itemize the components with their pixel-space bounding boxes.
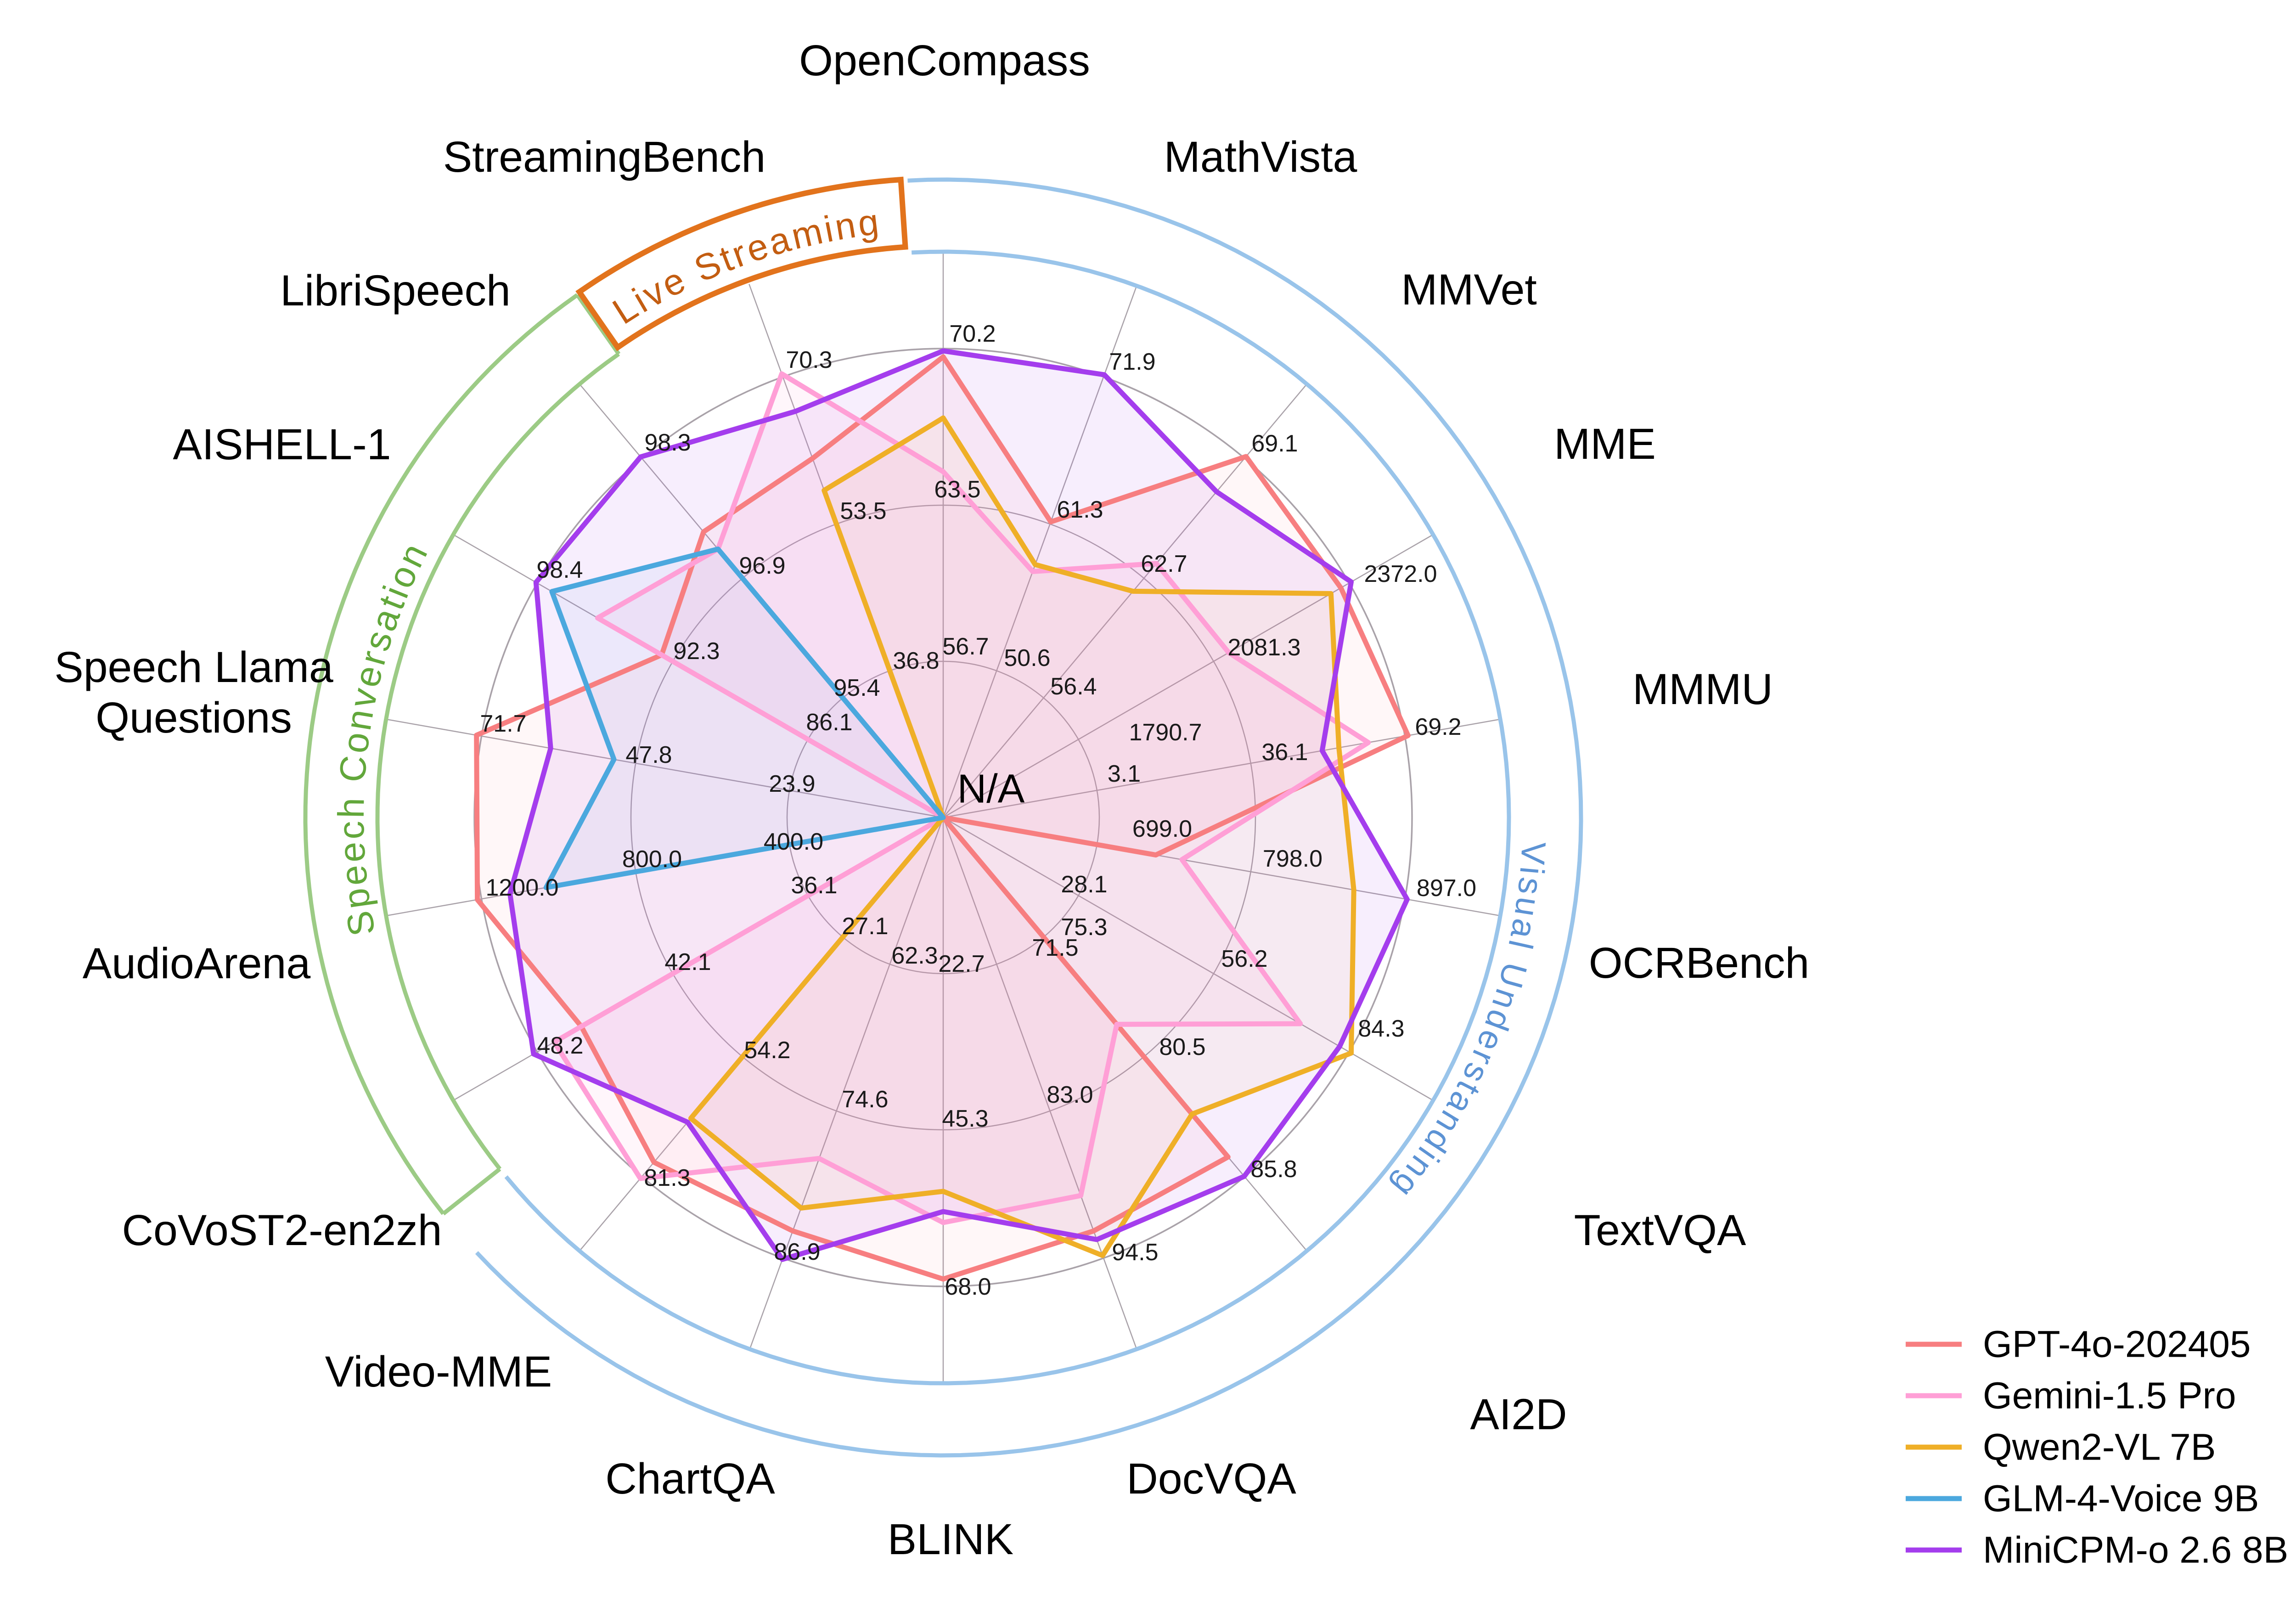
svg-text:86.1: 86.1 xyxy=(806,709,852,736)
svg-text:81.3: 81.3 xyxy=(644,1165,690,1191)
svg-text:2372.0: 2372.0 xyxy=(1364,561,1437,587)
svg-text:98.3: 98.3 xyxy=(644,429,691,456)
svg-text:36.1: 36.1 xyxy=(791,872,837,899)
svg-text:62.3: 62.3 xyxy=(891,942,938,969)
svg-text:Video-MME: Video-MME xyxy=(325,1347,552,1396)
svg-text:98.4: 98.4 xyxy=(536,557,583,583)
svg-text:62.7: 62.7 xyxy=(1141,551,1187,577)
svg-text:85.8: 85.8 xyxy=(1250,1156,1297,1183)
svg-text:DocVQA: DocVQA xyxy=(1126,1454,1296,1503)
svg-text:69.1: 69.1 xyxy=(1251,430,1298,457)
svg-text:GLM-4-Voice 9B: GLM-4-Voice 9B xyxy=(1983,1478,2259,1520)
svg-text:GPT-4o-202405: GPT-4o-202405 xyxy=(1983,1324,2251,1365)
svg-text:897.0: 897.0 xyxy=(1417,875,1476,902)
svg-text:86.9: 86.9 xyxy=(774,1239,820,1265)
svg-text:798.0: 798.0 xyxy=(1263,846,1322,872)
svg-text:800.0: 800.0 xyxy=(622,846,682,873)
svg-text:80.5: 80.5 xyxy=(1159,1034,1205,1060)
svg-text:Questions: Questions xyxy=(96,693,292,742)
svg-text:28.1: 28.1 xyxy=(1061,871,1107,898)
svg-text:68.0: 68.0 xyxy=(945,1274,991,1300)
svg-text:75.3: 75.3 xyxy=(1061,914,1107,941)
svg-text:Speech Llama: Speech Llama xyxy=(54,643,333,692)
svg-text:83.0: 83.0 xyxy=(1047,1082,1093,1108)
svg-text:71.9: 71.9 xyxy=(1109,349,1155,375)
svg-text:699.0: 699.0 xyxy=(1132,816,1192,842)
svg-text:OCRBench: OCRBench xyxy=(1589,939,1809,987)
svg-text:56.7: 56.7 xyxy=(942,633,989,660)
svg-text:56.2: 56.2 xyxy=(1221,946,1267,972)
svg-text:1200.0: 1200.0 xyxy=(485,874,558,901)
svg-text:48.2: 48.2 xyxy=(537,1032,583,1059)
svg-text:47.8: 47.8 xyxy=(625,742,672,768)
svg-text:92.3: 92.3 xyxy=(673,638,720,665)
svg-text:96.9: 96.9 xyxy=(739,552,785,579)
svg-text:400.0: 400.0 xyxy=(764,829,823,855)
svg-text:95.4: 95.4 xyxy=(833,675,880,701)
svg-text:36.8: 36.8 xyxy=(893,648,939,674)
svg-text:74.6: 74.6 xyxy=(842,1086,888,1113)
svg-text:69.2: 69.2 xyxy=(1415,714,1461,740)
svg-text:61.3: 61.3 xyxy=(1057,496,1103,523)
svg-text:94.5: 94.5 xyxy=(1112,1239,1158,1266)
svg-text:BLINK: BLINK xyxy=(888,1515,1014,1564)
svg-text:AI2D: AI2D xyxy=(1470,1390,1567,1439)
svg-text:MMVet: MMVet xyxy=(1401,265,1537,314)
svg-text:23.9: 23.9 xyxy=(769,771,815,797)
svg-text:36.1: 36.1 xyxy=(1261,739,1308,766)
svg-text:MMMU: MMMU xyxy=(1632,665,1773,714)
svg-text:MME: MME xyxy=(1554,420,1656,468)
svg-text:StreamingBench: StreamingBench xyxy=(443,133,765,181)
svg-text:84.3: 84.3 xyxy=(1358,1015,1404,1042)
svg-text:LibriSpeech: LibriSpeech xyxy=(280,266,511,315)
svg-text:22.7: 22.7 xyxy=(938,951,985,977)
svg-text:56.4: 56.4 xyxy=(1050,673,1097,700)
svg-text:63.5: 63.5 xyxy=(934,476,980,503)
svg-text:CoVoST2-en2zh: CoVoST2-en2zh xyxy=(122,1206,442,1255)
svg-text:3.1: 3.1 xyxy=(1108,761,1141,787)
svg-text:53.5: 53.5 xyxy=(840,498,886,524)
svg-text:45.3: 45.3 xyxy=(942,1105,988,1132)
svg-text:54.2: 54.2 xyxy=(744,1037,790,1064)
svg-text:AISHELL-1: AISHELL-1 xyxy=(173,420,391,469)
svg-text:Qwen2-VL 7B: Qwen2-VL 7B xyxy=(1983,1426,2216,1468)
svg-text:50.6: 50.6 xyxy=(1004,645,1050,671)
svg-text:MiniCPM-o 2.6 8B: MiniCPM-o 2.6 8B xyxy=(1983,1529,2288,1571)
svg-text:42.1: 42.1 xyxy=(664,949,711,975)
svg-text:70.3: 70.3 xyxy=(786,347,832,373)
svg-text:71.7: 71.7 xyxy=(480,710,526,737)
svg-text:MathVista: MathVista xyxy=(1164,133,1357,181)
svg-text:N/A: N/A xyxy=(957,766,1025,812)
svg-text:1790.7: 1790.7 xyxy=(1129,719,1202,746)
svg-text:27.1: 27.1 xyxy=(842,913,888,940)
svg-text:70.2: 70.2 xyxy=(949,321,996,347)
svg-text:OpenCompass: OpenCompass xyxy=(799,36,1090,85)
svg-text:2081.3: 2081.3 xyxy=(1227,634,1300,661)
svg-text:Gemini-1.5 Pro: Gemini-1.5 Pro xyxy=(1983,1375,2236,1417)
svg-text:ChartQA: ChartQA xyxy=(605,1454,775,1503)
svg-text:AudioArena: AudioArena xyxy=(83,939,311,988)
svg-text:71.5: 71.5 xyxy=(1032,935,1078,961)
svg-text:TextVQA: TextVQA xyxy=(1574,1206,1746,1255)
